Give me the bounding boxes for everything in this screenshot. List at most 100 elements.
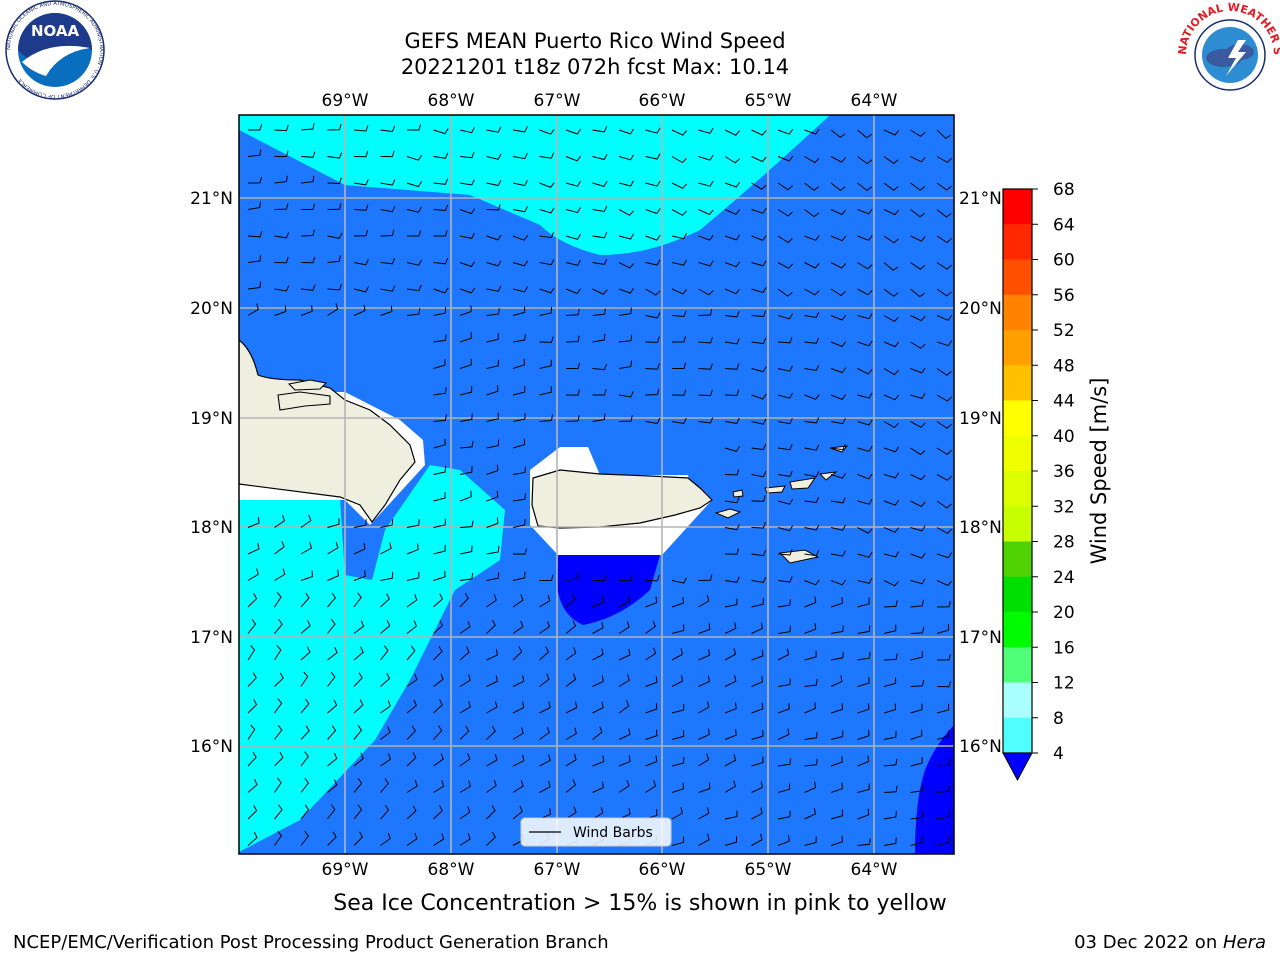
wind-barb — [698, 649, 711, 661]
wind-barb — [671, 703, 685, 714]
wind-barb — [777, 810, 791, 820]
wind-barb — [830, 341, 847, 348]
wind-barb — [724, 836, 737, 846]
wind-barb — [459, 700, 471, 714]
wind-barb — [777, 392, 794, 399]
colorbar-bin — [1003, 612, 1032, 648]
wind-barb — [751, 310, 766, 318]
wind-barb — [247, 672, 257, 687]
wind-barb — [936, 421, 952, 429]
wind-barb — [910, 552, 926, 559]
wind-barb — [380, 519, 394, 528]
wind-barb — [724, 648, 737, 661]
wind-barb — [804, 836, 817, 846]
lat-label-left: 16°N — [190, 737, 233, 757]
wind-barb — [777, 648, 790, 661]
wind-barb — [751, 156, 767, 163]
wind-barb — [406, 832, 418, 846]
wind-barb — [380, 258, 396, 265]
wind-barb — [247, 254, 262, 263]
wind-barb — [698, 209, 714, 216]
wind-barb — [804, 679, 818, 687]
colorbar-tick-label: 64 — [1053, 215, 1075, 235]
wind-barb — [433, 544, 446, 555]
wind-barb — [857, 755, 870, 767]
wind-barb — [433, 307, 447, 316]
colorbar-tick-label: 24 — [1053, 568, 1075, 588]
wind-barb — [671, 836, 685, 846]
wind-barb — [804, 579, 820, 586]
wind-barb — [751, 129, 767, 136]
lon-label-top: 65°W — [745, 91, 792, 111]
wind-barb — [300, 671, 309, 687]
wind-barb — [274, 305, 287, 316]
wind-barb — [327, 779, 338, 793]
wind-barb — [751, 366, 767, 373]
colorbar-tick-label: 20 — [1053, 603, 1075, 623]
wind-barb — [592, 288, 608, 295]
wind-barb — [433, 725, 443, 740]
wind-barb — [618, 262, 635, 269]
wind-barb — [274, 752, 284, 767]
wind-barb — [936, 368, 952, 376]
wind-barb — [857, 838, 871, 846]
lon-label-bottom: 66°W — [639, 860, 686, 880]
wind-barb — [300, 151, 316, 158]
wind-barb — [486, 490, 499, 502]
wind-barb — [698, 833, 710, 846]
wind-barb — [671, 129, 688, 136]
gonave-island — [277, 391, 331, 411]
wind-barb — [724, 261, 741, 268]
wind-barb — [592, 126, 608, 133]
wind-barb — [539, 701, 551, 714]
wind-barb — [910, 836, 923, 846]
wind-barb — [592, 258, 608, 265]
colorbar-bin — [1003, 717, 1032, 754]
wind-barb — [592, 781, 604, 793]
wind-barb — [751, 495, 766, 502]
wind-barb — [883, 810, 897, 820]
wind-barb — [830, 288, 846, 297]
wind-barb — [883, 600, 898, 608]
lon-label-top: 69°W — [322, 91, 369, 111]
wind-barb — [857, 527, 873, 534]
wind-barb — [512, 206, 528, 213]
wind-barb — [459, 179, 475, 186]
wind-barb — [777, 576, 793, 583]
wind-barb — [910, 626, 925, 634]
wind-barb — [486, 385, 499, 396]
wind-barb — [539, 780, 551, 793]
wind-barb — [486, 831, 496, 846]
wind-barb — [618, 728, 631, 740]
colorbar-tick-label: 48 — [1053, 356, 1075, 376]
wind-barb — [672, 362, 687, 369]
wind-barb — [512, 780, 524, 793]
wind-barb — [751, 549, 767, 557]
culebra-island — [732, 489, 744, 498]
wind-barb — [407, 230, 422, 237]
wind-barb — [512, 620, 524, 634]
wind-barb — [433, 178, 449, 185]
wind-barb — [486, 648, 498, 661]
wind-barb — [751, 756, 764, 767]
wind-barb — [247, 805, 258, 820]
wind-barb — [777, 182, 793, 191]
colorbar-tick-label: 8 — [1053, 709, 1064, 729]
wind-barb — [883, 785, 898, 793]
lon-label-bottom: 64°W — [851, 860, 898, 880]
wind-barb — [804, 417, 820, 424]
wind-barb — [274, 203, 289, 210]
wind-barb — [353, 150, 369, 158]
wind-barb — [433, 438, 446, 449]
wind-barb — [353, 804, 363, 820]
wind-barb — [777, 758, 792, 767]
wind-barb — [804, 524, 820, 531]
wind-barb — [724, 363, 740, 370]
colorbar-bin — [1003, 365, 1032, 401]
wind-barb — [459, 646, 470, 661]
wind-barb — [274, 804, 283, 820]
wind-barb — [645, 259, 661, 266]
wind-barb — [698, 623, 711, 634]
wind-barb — [804, 128, 820, 135]
wind-barb — [777, 209, 793, 217]
